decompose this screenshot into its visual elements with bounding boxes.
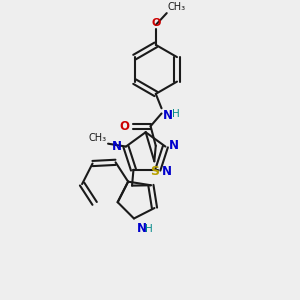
Text: N: N (163, 109, 173, 122)
Text: N: N (112, 140, 122, 153)
Text: H: H (145, 224, 153, 234)
Text: O: O (119, 120, 129, 133)
Text: H: H (172, 109, 179, 119)
Text: CH₃: CH₃ (88, 133, 106, 143)
Text: N: N (162, 165, 172, 178)
Text: N: N (169, 139, 179, 152)
Text: S: S (150, 165, 159, 178)
Text: N: N (137, 222, 147, 235)
Text: CH₃: CH₃ (168, 2, 186, 12)
Text: O: O (151, 17, 160, 28)
